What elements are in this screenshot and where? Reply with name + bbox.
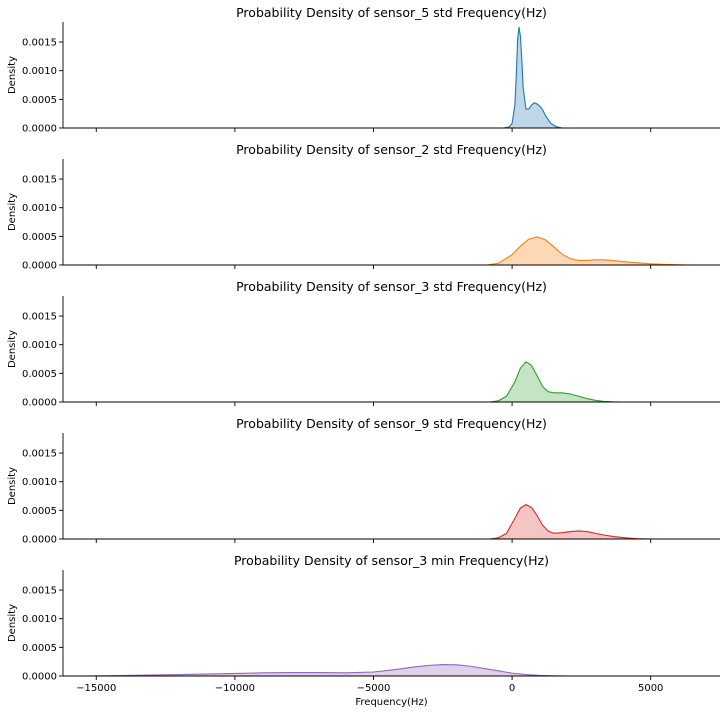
density-line-1 <box>503 26 563 129</box>
y-tick-label: 0.0000 <box>22 535 57 546</box>
y-tick-label: 0.0000 <box>22 124 57 135</box>
y-tick-label: 0.0010 <box>22 477 57 488</box>
panel-4: 0.0000 0.0005 0.0010 0.0015 Density Probabili… <box>7 416 720 546</box>
x-tick-label: 5000 <box>638 683 663 694</box>
y-axis-label: Density <box>7 330 18 368</box>
y-axis-label: Density <box>7 604 18 642</box>
y-tick-label: 0.0015 <box>22 312 57 323</box>
panel-title: Probability Density of sensor_3 std Freq… <box>236 279 547 294</box>
density-line-2 <box>487 236 690 266</box>
y-axis-label: Density <box>7 193 18 231</box>
y-tick-label: 0.0005 <box>22 369 57 380</box>
density-area-4 <box>489 504 651 539</box>
y-tick-label: 0.0000 <box>22 398 57 409</box>
y-axis-label: Density <box>7 467 18 505</box>
y-tick-label: 0.0000 <box>22 261 57 272</box>
panel-title: Probability Density of sensor_3 min Freq… <box>234 553 549 568</box>
y-tick-label: 0.0010 <box>22 340 57 351</box>
panel-title: Probability Density of sensor_2 std Freq… <box>236 142 547 157</box>
y-tick-label: 0.0005 <box>22 95 57 106</box>
panel-1: 0.0000 0.0005 0.0010 0.0015 Density Probabili… <box>7 5 720 135</box>
y-tick-label: 0.0000 <box>22 672 57 683</box>
panel-title: Probability Density of sensor_5 std Freq… <box>236 5 547 20</box>
density-line-5 <box>82 663 568 677</box>
y-tick-label: 0.0015 <box>22 449 57 460</box>
x-tick-label: −5000 <box>357 683 391 694</box>
y-tick-label: 0.0005 <box>22 232 57 243</box>
panel-title: Probability Density of sensor_9 std Freq… <box>236 416 547 431</box>
panel-3: 0.0000 0.0005 0.0010 0.0015 Density Probabili… <box>7 279 720 409</box>
density-area-5 <box>82 664 568 676</box>
y-axis-label: Density <box>7 56 18 94</box>
x-tick-label: −15000 <box>76 683 116 694</box>
y-tick-label: 0.0010 <box>22 203 57 214</box>
density-line-4 <box>489 504 651 540</box>
density-area-2 <box>487 236 690 265</box>
y-tick-label: 0.0015 <box>22 586 57 597</box>
y-tick-label: 0.0010 <box>22 614 57 625</box>
density-area-3 <box>489 361 621 402</box>
panel-5: 0.0000 0.0005 0.0010 0.0015 −15000 −10000 −500… <box>7 553 720 694</box>
x-axis-label: Frequency(Hz) <box>355 697 427 708</box>
y-tick-label: 0.0005 <box>22 506 57 517</box>
panel-2: 0.0000 0.0005 0.0010 0.0015 Density Probabili… <box>7 142 720 272</box>
density-area-1 <box>503 27 562 128</box>
x-tick-label: −10000 <box>215 683 255 694</box>
y-tick-label: 0.0015 <box>22 38 57 49</box>
x-tick-label: 0 <box>509 683 515 694</box>
density-line-3 <box>489 361 621 403</box>
y-tick-label: 0.0010 <box>22 66 57 77</box>
y-tick-label: 0.0015 <box>22 175 57 186</box>
y-tick-label: 0.0005 <box>22 643 57 654</box>
